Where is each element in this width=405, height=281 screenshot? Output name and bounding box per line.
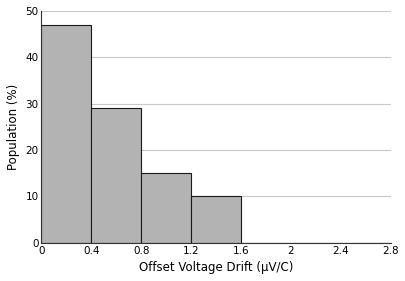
Bar xyxy=(141,173,191,243)
X-axis label: Offset Voltage Drift (μV/C): Offset Voltage Drift (μV/C) xyxy=(139,261,292,274)
Bar xyxy=(191,196,241,243)
Y-axis label: Population (%): Population (%) xyxy=(7,84,20,170)
Bar xyxy=(41,25,91,243)
Bar xyxy=(91,108,141,243)
